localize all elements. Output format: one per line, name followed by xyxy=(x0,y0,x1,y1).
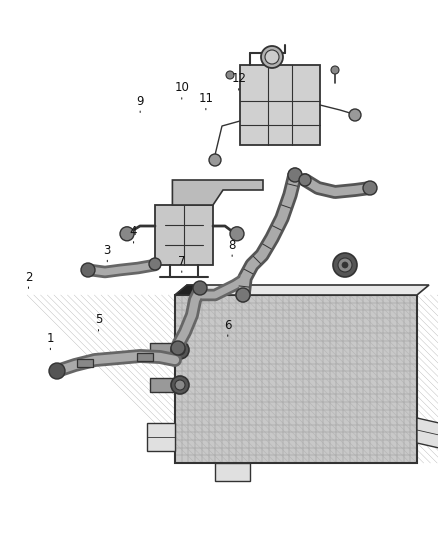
Polygon shape xyxy=(175,295,417,463)
Text: 7: 7 xyxy=(178,255,186,268)
Circle shape xyxy=(175,380,185,390)
Circle shape xyxy=(236,288,250,302)
Circle shape xyxy=(363,181,377,195)
Text: 11: 11 xyxy=(198,92,213,105)
Text: 2: 2 xyxy=(25,271,32,284)
Circle shape xyxy=(230,227,244,241)
Circle shape xyxy=(171,341,185,355)
Circle shape xyxy=(209,154,221,166)
Polygon shape xyxy=(417,418,438,448)
Polygon shape xyxy=(155,205,213,265)
Polygon shape xyxy=(175,285,429,295)
Circle shape xyxy=(226,71,234,79)
Text: 12: 12 xyxy=(231,72,246,85)
Text: 9: 9 xyxy=(136,95,144,108)
Text: 4: 4 xyxy=(130,225,138,238)
Circle shape xyxy=(81,263,95,277)
Circle shape xyxy=(193,281,207,295)
Circle shape xyxy=(333,253,357,277)
Circle shape xyxy=(265,50,279,64)
Text: 5: 5 xyxy=(95,313,102,326)
Circle shape xyxy=(171,376,189,394)
Text: 8: 8 xyxy=(229,239,236,252)
Text: 3: 3 xyxy=(104,244,111,257)
Text: 1: 1 xyxy=(46,332,54,345)
Polygon shape xyxy=(77,359,93,367)
Circle shape xyxy=(175,345,185,355)
Circle shape xyxy=(342,262,348,268)
Polygon shape xyxy=(215,463,250,481)
Polygon shape xyxy=(147,423,175,451)
Polygon shape xyxy=(150,378,175,392)
Polygon shape xyxy=(173,180,263,205)
Polygon shape xyxy=(175,285,205,295)
Circle shape xyxy=(171,341,189,359)
Circle shape xyxy=(299,174,311,186)
Circle shape xyxy=(349,109,361,121)
Polygon shape xyxy=(137,353,153,361)
Text: 10: 10 xyxy=(174,82,189,94)
Circle shape xyxy=(338,258,352,272)
Circle shape xyxy=(331,66,339,74)
Text: 6: 6 xyxy=(224,319,232,332)
Circle shape xyxy=(261,46,283,68)
Polygon shape xyxy=(150,343,175,357)
Circle shape xyxy=(49,363,65,379)
Circle shape xyxy=(120,227,134,241)
Polygon shape xyxy=(240,65,320,145)
Circle shape xyxy=(288,168,302,182)
Circle shape xyxy=(149,258,161,270)
